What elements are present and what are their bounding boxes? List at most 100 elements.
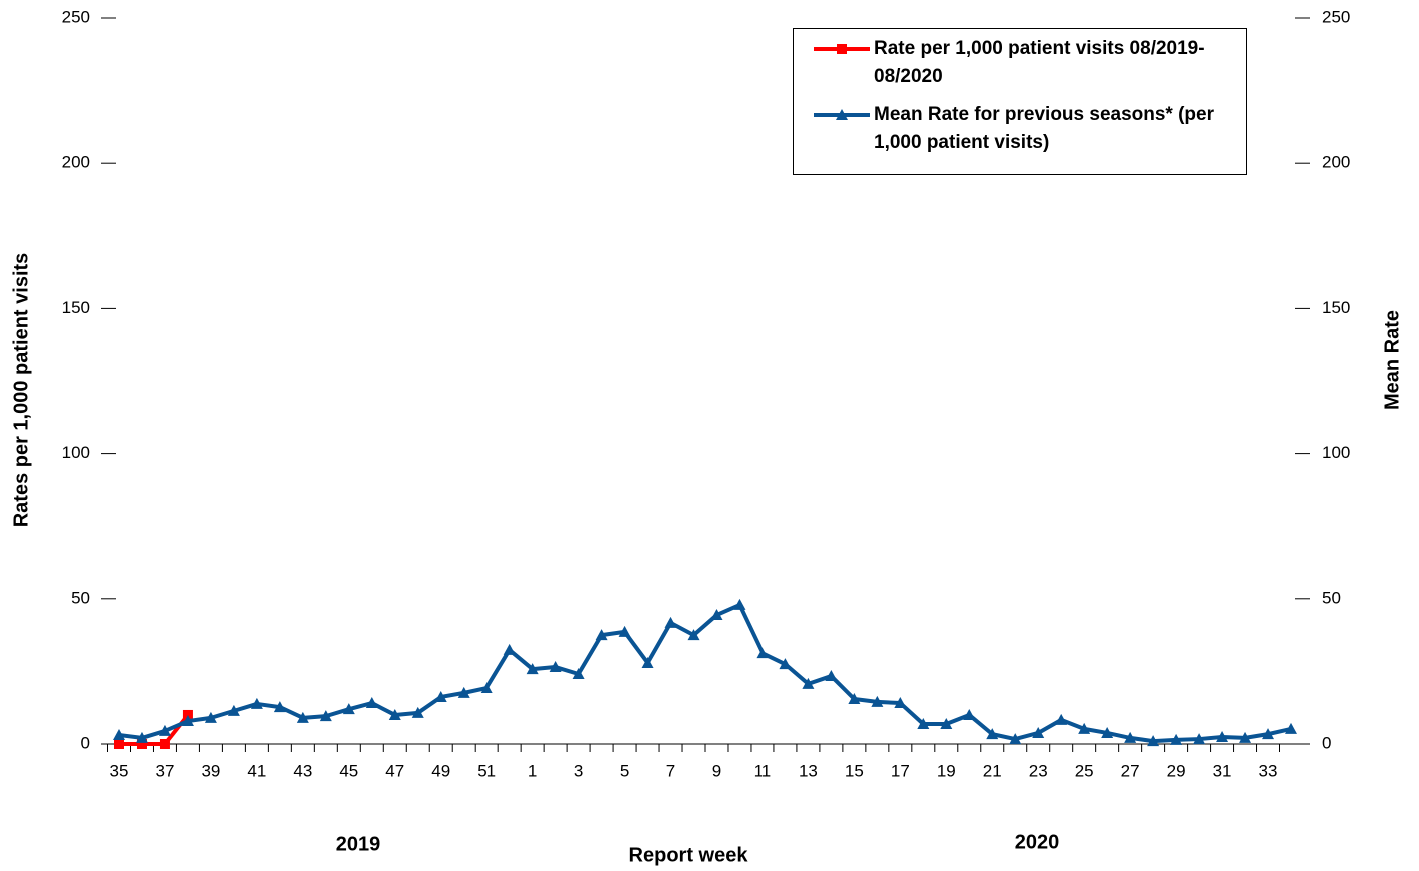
x-tick-label: 35 [110, 761, 129, 780]
y2-tick-label: 150 [1322, 298, 1350, 317]
x-tick-label: 19 [937, 761, 956, 780]
marker [434, 690, 447, 702]
x-tick-label: 45 [339, 761, 358, 780]
marker [802, 677, 815, 689]
marker [1147, 735, 1160, 747]
marker [894, 697, 907, 709]
y-axis-label: Rates per 1,000 patient visits [10, 253, 32, 528]
marker [779, 658, 792, 670]
marker [204, 711, 217, 723]
marker [733, 598, 746, 610]
y2-tick-label: 0 [1322, 733, 1331, 752]
marker [1032, 726, 1045, 738]
legend-item: Mean Rate for previous seasons* (per 1,0… [808, 103, 1236, 157]
marker [940, 717, 953, 729]
marker [319, 710, 332, 722]
x-tick-label: 17 [891, 761, 910, 780]
marker [1216, 731, 1229, 743]
x-tick-label: 47 [385, 761, 404, 780]
marker [1193, 733, 1206, 745]
x-tick-label: 23 [1029, 761, 1048, 780]
x-axis-label: Report week [629, 844, 749, 866]
y2-tick-label: 200 [1322, 153, 1350, 172]
marker [227, 704, 240, 716]
series-line [119, 713, 190, 746]
marker [114, 739, 124, 749]
x-tick-label: 3 [574, 761, 583, 780]
marker [113, 728, 125, 740]
legend-swatch [814, 109, 870, 120]
y-tick-label: 50 [71, 588, 90, 607]
marker [1262, 728, 1275, 740]
marker [825, 670, 838, 682]
legend-label: Mean Rate for previous seasons* (per 1,0… [874, 104, 1214, 153]
x-tick-label: 49 [431, 761, 450, 780]
marker [756, 647, 769, 659]
x-tick-label: 41 [247, 761, 266, 780]
x-tick-label: 5 [620, 761, 629, 780]
x-tick-label: 11 [754, 761, 772, 780]
marker [837, 44, 847, 54]
marker [618, 625, 631, 637]
marker [342, 703, 355, 715]
y-tick-label: 200 [62, 153, 90, 172]
marker [159, 739, 170, 749]
marker [250, 697, 263, 709]
marker [388, 708, 401, 720]
marker [1124, 731, 1137, 743]
x-tick-label: 51 [477, 761, 496, 780]
legend: Rate per 1,000 patient visits 08/2019-08… [793, 28, 1247, 175]
marker [273, 701, 286, 713]
marker [687, 629, 700, 641]
y-tick-label: 100 [62, 443, 90, 462]
marker [296, 711, 309, 723]
series-line [118, 602, 1292, 744]
marker [503, 643, 516, 655]
legend-swatch [814, 44, 870, 54]
x-tick-label: 29 [1167, 761, 1186, 780]
marker [836, 109, 848, 120]
marker [848, 692, 861, 704]
marker [1285, 722, 1297, 734]
x-tick-label: 31 [1213, 761, 1232, 780]
x-tick-label: 37 [155, 761, 174, 780]
x-tick-label: 25 [1075, 761, 1094, 780]
marker [182, 709, 193, 720]
x-tick-label: 9 [712, 761, 721, 780]
marker [1170, 733, 1183, 745]
year-annotation: 2020 [1015, 831, 1060, 853]
marker [457, 686, 470, 698]
x-tick-label: 13 [799, 761, 818, 780]
x-tick-label: 39 [201, 761, 220, 780]
marker [1009, 733, 1022, 745]
marker [526, 663, 539, 675]
marker [411, 706, 424, 718]
x-tick-label: 27 [1121, 761, 1140, 780]
y2-axis-label: Mean Rate [1381, 310, 1403, 410]
marker [963, 708, 976, 720]
marker [1101, 726, 1114, 738]
x-tick-label: 7 [666, 761, 675, 780]
marker [158, 724, 171, 736]
x-tick-label: 33 [1259, 761, 1278, 780]
marker [1055, 713, 1068, 725]
marker [595, 629, 608, 641]
marker [549, 661, 562, 673]
marker [365, 697, 378, 709]
marker [480, 681, 493, 693]
x-tick-label: 1 [528, 761, 537, 780]
marker [135, 731, 148, 743]
marker [986, 728, 999, 740]
legend-label: Rate per 1,000 patient visits 08/2019-08… [874, 38, 1205, 87]
marker [871, 695, 884, 707]
x-tick-label: 15 [845, 761, 864, 780]
y2-tick-label: 100 [1322, 443, 1350, 462]
marker [572, 668, 585, 680]
marker [1239, 731, 1252, 743]
y-tick-label: 250 [62, 7, 90, 26]
y2-tick-label: 250 [1322, 7, 1350, 26]
x-tick-label: 43 [293, 761, 312, 780]
marker [641, 656, 654, 668]
